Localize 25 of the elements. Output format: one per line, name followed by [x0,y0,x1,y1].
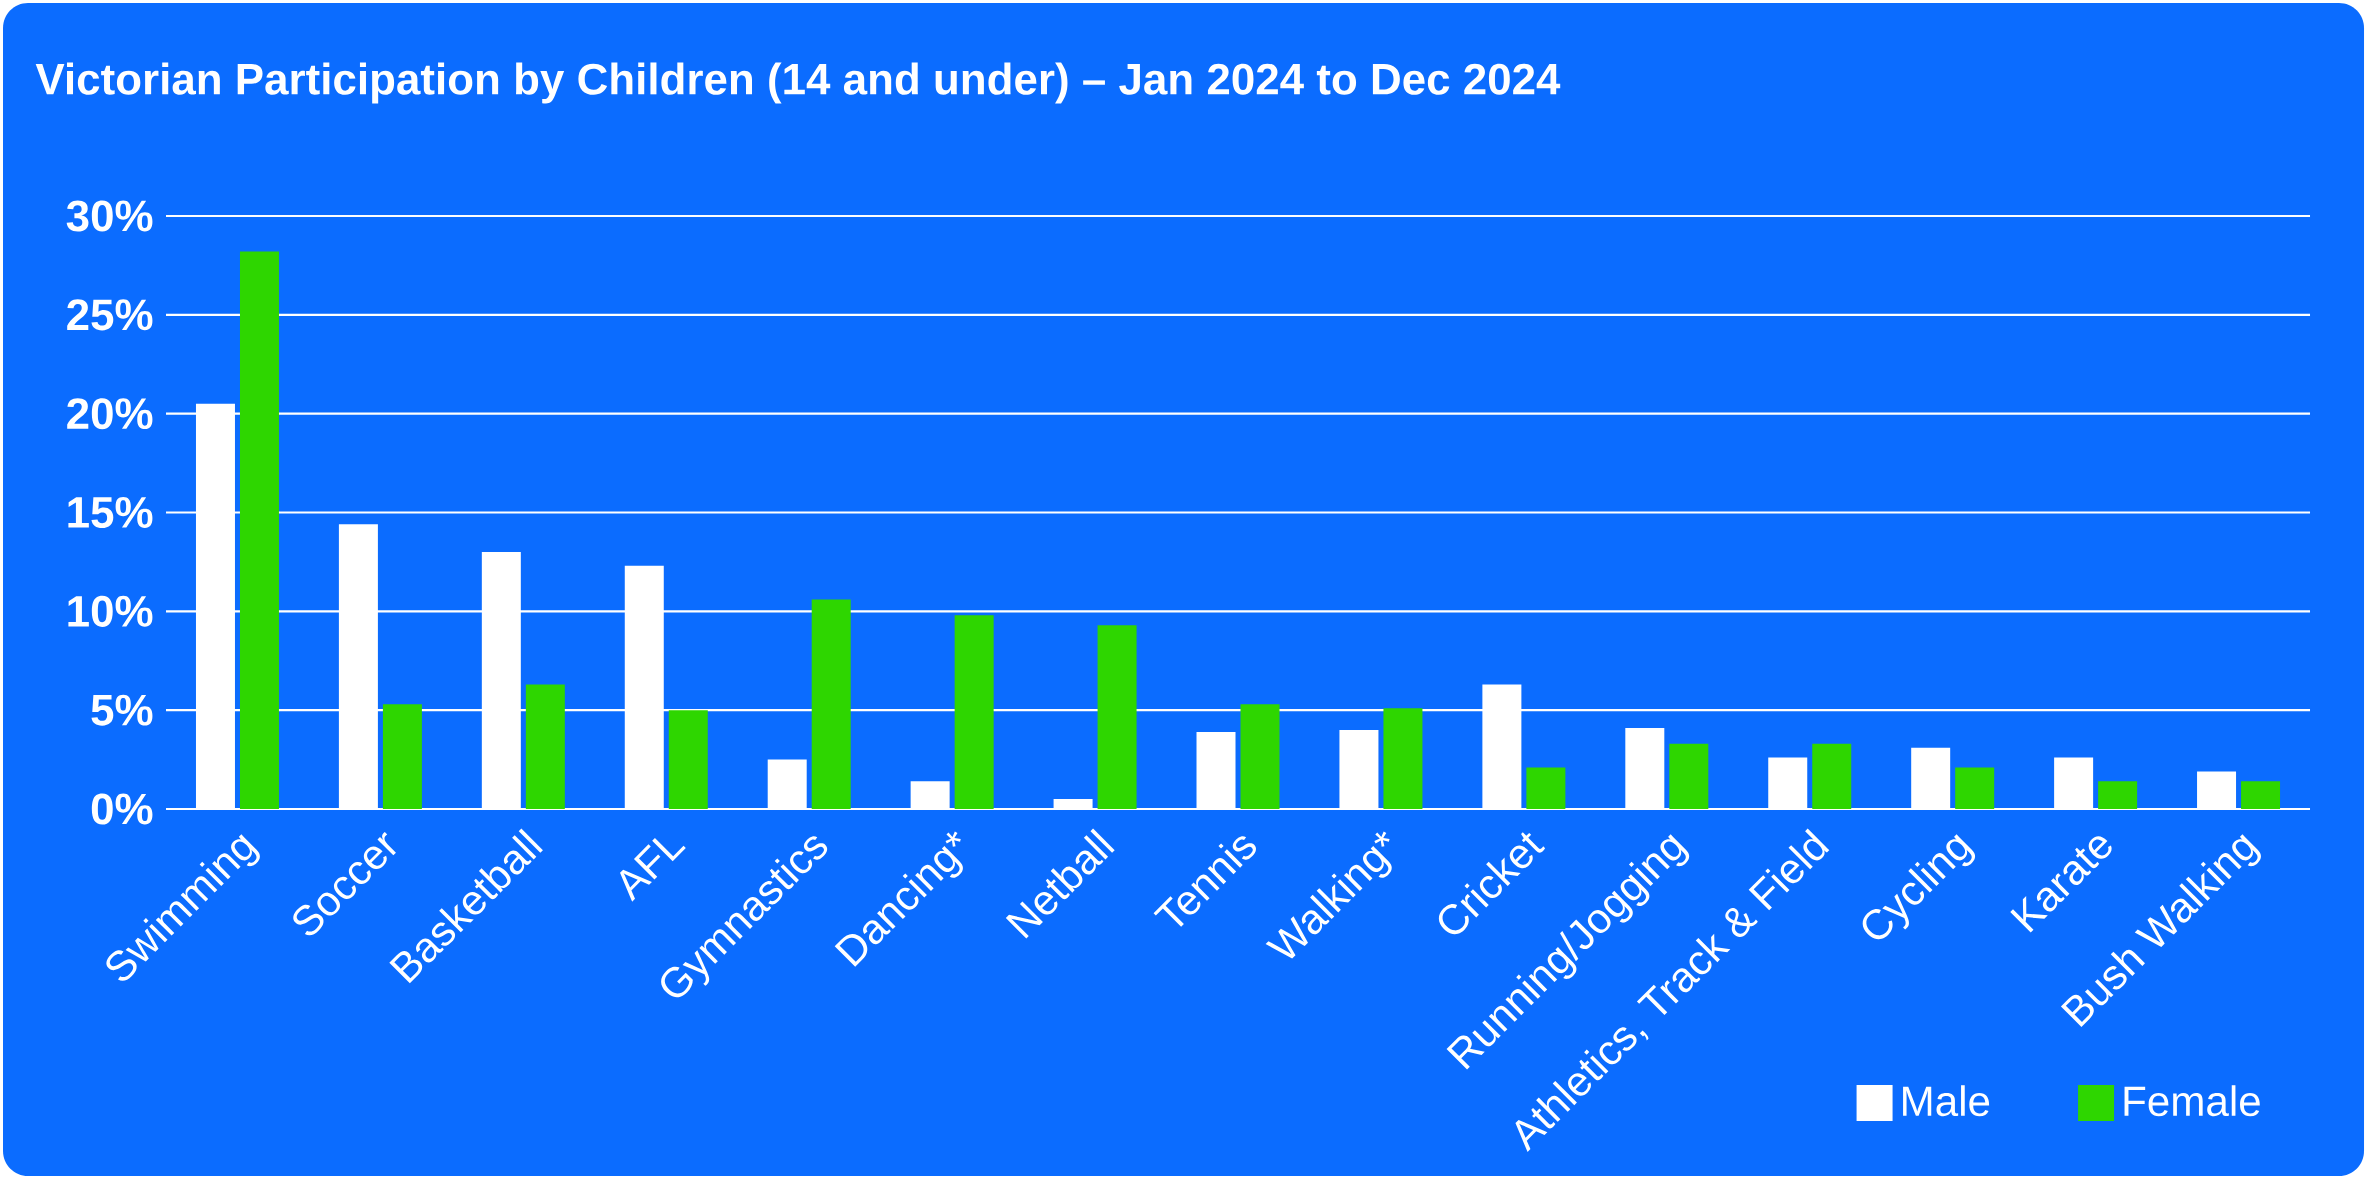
y-tick-label: 5% [91,694,153,726]
bar [239,251,279,809]
bar [668,710,708,809]
bar [1955,767,1995,809]
y-tick-label: 10% [68,595,153,627]
bar [1097,625,1137,809]
bar [1526,767,1566,809]
bar [1383,708,1423,809]
y-tick-label: 0% [91,793,153,825]
y-tick-label: 15% [68,496,153,528]
bar [811,599,851,809]
legend-label: Male [1903,1085,1990,1117]
bar [954,615,994,809]
y-tick-label: 20% [67,398,153,430]
bar [382,704,422,809]
chart-title: Victorian Participation by Children (14 and under) – Jan 2024 to Dec 2024 [35,62,1561,104]
bar [2241,781,2281,809]
bar [2098,781,2138,809]
legend-label: Female [2124,1085,2260,1117]
bar [525,684,565,809]
bar [1240,704,1280,809]
y-tick-label: 30% [66,200,153,232]
bar [1812,743,1852,809]
bar [1669,743,1709,809]
y-tick-label: 25% [67,299,153,331]
